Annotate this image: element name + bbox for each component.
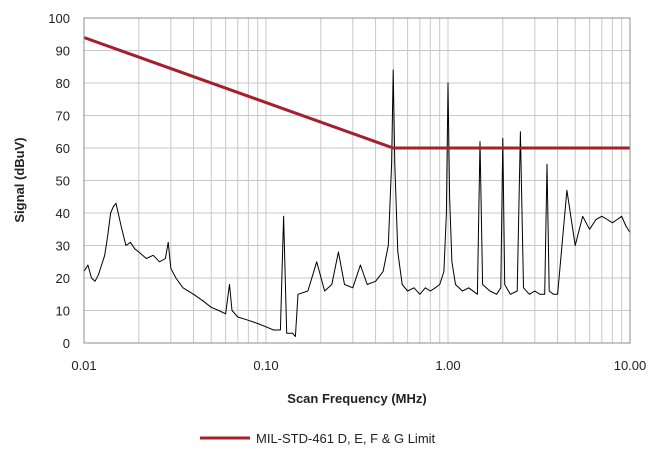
x-axis-title: Scan Frequency (MHz) [287, 391, 426, 406]
legend-label-limit: MIL-STD-461 D, E, F & G Limit [256, 431, 436, 446]
y-tick-label-4: 40 [56, 206, 70, 221]
y-tick-label-3: 30 [56, 239, 70, 254]
y-tick-label-10: 100 [48, 11, 70, 26]
x-tick-label-2: 1.00 [435, 358, 460, 373]
x-tick-label-1: 0.10 [253, 358, 278, 373]
y-axis-title: Signal (dBuV) [12, 137, 27, 222]
y-tick-label-7: 70 [56, 109, 70, 124]
y-tick-label-1: 10 [56, 304, 70, 319]
legend: MIL-STD-461 D, E, F & G Limit [200, 431, 436, 446]
y-tick-label-5: 50 [56, 174, 70, 189]
y-tick-label-6: 60 [56, 141, 70, 156]
y-tick-labels: 0 10 20 30 40 50 60 70 80 90 100 [48, 11, 70, 351]
y-tick-label-0: 0 [63, 336, 70, 351]
plot-border [83, 17, 631, 344]
x-tick-labels: 0.01 0.10 1.00 10.00 [71, 358, 646, 373]
y-tick-label-2: 20 [56, 271, 70, 286]
x-tick-label-0: 0.01 [71, 358, 96, 373]
x-tick-label-3: 10.00 [614, 358, 647, 373]
y-tick-label-8: 80 [56, 76, 70, 91]
y-tick-label-9: 90 [56, 44, 70, 59]
series-line-measured-signal [83, 69, 631, 337]
series-layer [83, 36, 631, 337]
series-line-limit [83, 36, 630, 150]
